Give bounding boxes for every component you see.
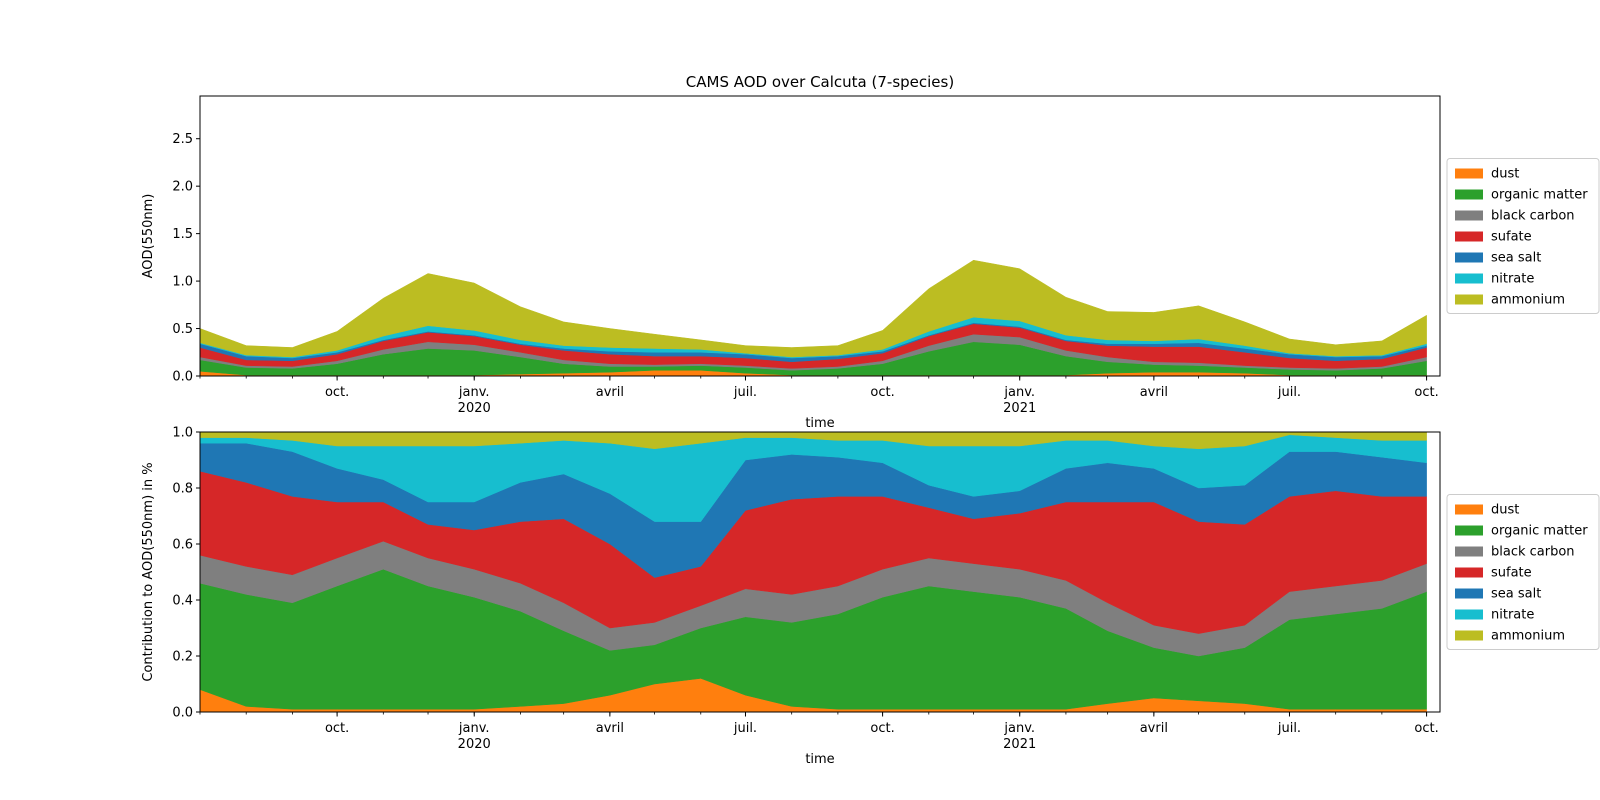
legend-frame xyxy=(1446,158,1600,314)
x-tick-year-label: 2021 xyxy=(1003,737,1036,752)
legend-swatch xyxy=(1455,231,1483,242)
legend-item: black carbon xyxy=(1455,209,1575,224)
legend-label: dust xyxy=(1491,167,1519,182)
legend-item: sufate xyxy=(1455,230,1532,245)
x-tick-label: oct. xyxy=(325,385,349,400)
legend-label: sufate xyxy=(1491,230,1532,245)
legend: dust organic matter black carbon sufate sea … xyxy=(1446,158,1600,314)
y-axis-label: Contribution to AOD(550nm) in % xyxy=(141,462,156,681)
legend-label: organic matter xyxy=(1491,524,1588,539)
x-tick-label: avril xyxy=(596,385,624,400)
y-tick-label: 1.0 xyxy=(172,426,193,441)
legend-label: sea salt xyxy=(1491,251,1541,266)
legend-label: black carbon xyxy=(1491,545,1575,560)
legend-label: dust xyxy=(1491,503,1519,518)
legend-label: black carbon xyxy=(1491,209,1575,224)
x-tick-label: oct. xyxy=(1414,385,1438,400)
y-tick-label: 2.5 xyxy=(172,132,193,147)
y-tick-label: 0.5 xyxy=(172,322,193,337)
x-tick-year-label: 2020 xyxy=(458,737,491,752)
x-tick-label: avril xyxy=(1140,385,1168,400)
legend-swatch xyxy=(1455,567,1483,578)
x-axis-label: time xyxy=(805,416,834,431)
legend-label: ammonium xyxy=(1491,629,1565,644)
x-tick-label: oct. xyxy=(1414,721,1438,736)
legend-swatch xyxy=(1455,168,1483,179)
legend-item: sea salt xyxy=(1455,587,1541,602)
x-tick-label: oct. xyxy=(870,385,894,400)
legend-swatch xyxy=(1455,588,1483,599)
x-tick-year-label: 2020 xyxy=(458,401,491,416)
legend-label: sea salt xyxy=(1491,587,1541,602)
legend-item: organic matter xyxy=(1455,188,1588,203)
legend-label: nitrate xyxy=(1491,608,1534,623)
legend-swatch xyxy=(1455,504,1483,515)
legend-item: ammonium xyxy=(1455,293,1565,308)
y-tick-label: 0.4 xyxy=(172,594,193,609)
x-tick-label: janv. xyxy=(1003,721,1035,736)
x-tick-label: janv. xyxy=(1003,385,1035,400)
legend-frame xyxy=(1446,494,1600,650)
legend-swatch xyxy=(1455,294,1483,305)
legend-item: sufate xyxy=(1455,566,1532,581)
legend-swatch xyxy=(1455,273,1483,284)
legend-label: ammonium xyxy=(1491,293,1565,308)
chart-title: CAMS AOD over Calcuta (7-species) xyxy=(686,73,954,91)
legend-item: nitrate xyxy=(1455,608,1534,623)
legend-swatch xyxy=(1455,252,1483,263)
y-tick-label: 1.0 xyxy=(172,275,193,290)
x-tick-year-label: 2021 xyxy=(1003,401,1036,416)
x-tick-label: janv. xyxy=(458,385,490,400)
x-tick-label: juil. xyxy=(1277,385,1301,400)
legend-label: organic matter xyxy=(1491,188,1588,203)
axes-frame xyxy=(199,431,1441,713)
x-tick-label: avril xyxy=(1140,721,1168,736)
legend-item: ammonium xyxy=(1455,629,1565,644)
axes-frame xyxy=(199,95,1441,377)
legend-swatch xyxy=(1455,525,1483,536)
legend-swatch xyxy=(1455,630,1483,641)
y-tick-label: 2.0 xyxy=(172,180,193,195)
legend: dust organic matter black carbon sufate sea … xyxy=(1446,494,1600,650)
y-tick-label: 0.2 xyxy=(172,650,193,665)
legend-item: sea salt xyxy=(1455,251,1541,266)
legend-item: dust xyxy=(1455,503,1519,518)
y-tick-label: 0.8 xyxy=(172,482,193,497)
x-tick-label: oct. xyxy=(870,721,894,736)
legend-item: black carbon xyxy=(1455,545,1575,560)
legend-item: nitrate xyxy=(1455,272,1534,287)
legend-item: dust xyxy=(1455,167,1519,182)
x-tick-label: janv. xyxy=(458,721,490,736)
legend-swatch xyxy=(1455,210,1483,221)
legend-swatch xyxy=(1455,609,1483,620)
legend-swatch xyxy=(1455,546,1483,557)
legend-label: nitrate xyxy=(1491,272,1534,287)
legend-item: organic matter xyxy=(1455,524,1588,539)
y-tick-label: 1.5 xyxy=(172,227,193,242)
x-tick-label: avril xyxy=(596,721,624,736)
legend-swatch xyxy=(1455,189,1483,200)
legend-label: sufate xyxy=(1491,566,1532,581)
y-tick-label: 0.6 xyxy=(172,538,193,553)
y-tick-label: 0.0 xyxy=(172,370,193,385)
y-axis-label: AOD(550nm) xyxy=(141,194,156,279)
x-tick-label: oct. xyxy=(325,721,349,736)
y-tick-label: 0.0 xyxy=(172,706,193,721)
x-tick-label: juil. xyxy=(733,385,757,400)
area-ammonium xyxy=(199,259,1427,358)
x-tick-label: juil. xyxy=(1277,721,1301,736)
x-axis-label: time xyxy=(805,752,834,767)
x-tick-label: juil. xyxy=(733,721,757,736)
